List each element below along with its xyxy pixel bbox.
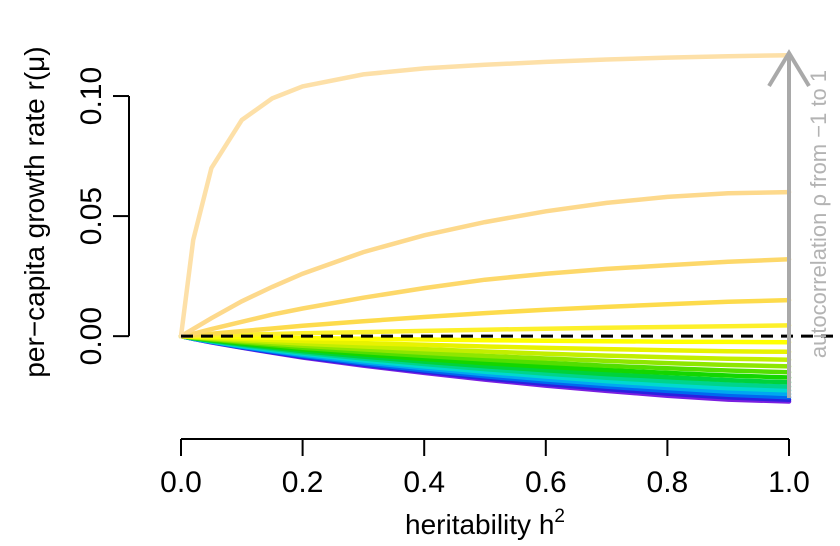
x-axis-title-superscript: 2 [554,506,565,527]
series-lines [178,52,792,404]
y-tick-label: 0.10 [75,67,108,125]
autocorrelation-annotation: autocorrelation ρ from −1 to 1 [806,70,831,358]
y-axis: 0.00 0.05 0.10 [75,67,130,365]
series-line-2 [178,189,792,339]
autocorrelation-arrow [767,49,811,398]
x-axis-title-text: heritability h [405,509,554,540]
x-tick-label: 0.4 [403,466,445,499]
y-axis-title: per−capita growth rate r(μ) [19,46,50,377]
x-tick-label: 0.2 [282,466,324,499]
y-tick-label: 0.00 [75,307,108,365]
x-axis: 0.0 0.2 0.4 0.6 0.8 1.0 [160,438,810,499]
x-tick-label: 0.0 [160,466,202,499]
x-axis-title: heritability h2 [405,506,565,540]
series-line-3 [178,257,792,339]
y-tick-label: 0.05 [75,187,108,245]
arrow-head [767,49,811,88]
x-tick-label: 0.8 [647,466,689,499]
series-line-4 [178,297,792,339]
series-line-1 [178,52,792,339]
x-tick-label: 1.0 [768,466,810,499]
x-tick-label: 0.6 [525,466,567,499]
